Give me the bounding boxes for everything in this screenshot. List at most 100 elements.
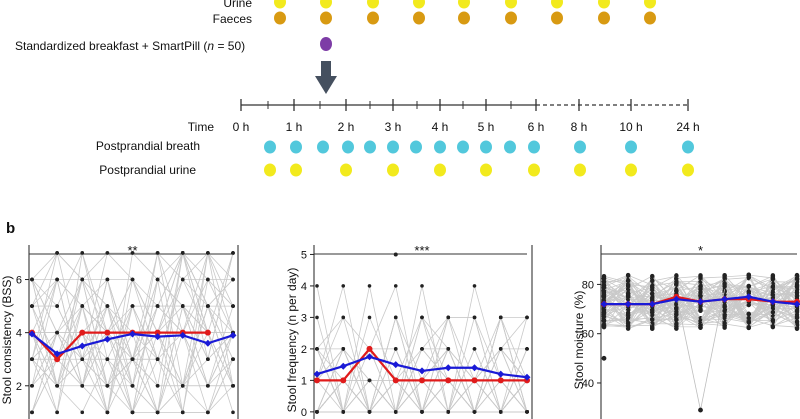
series-point-mean xyxy=(313,370,321,378)
subject-point xyxy=(80,277,85,282)
y-tick-label: 40 xyxy=(582,378,594,390)
urine-dot xyxy=(274,0,286,9)
subject-point xyxy=(625,326,631,331)
series-point-mean xyxy=(793,300,800,308)
series-line-median xyxy=(31,331,208,361)
subject-point xyxy=(55,410,59,415)
subject-point xyxy=(180,304,185,308)
subject-point xyxy=(393,252,398,257)
y-axis-label: Stool moisture (%) xyxy=(572,291,586,390)
series-point-median xyxy=(314,377,320,384)
series-point-median xyxy=(445,377,452,384)
individual-trajectories xyxy=(315,252,529,414)
subject-point xyxy=(650,273,655,279)
subject-point xyxy=(601,285,607,290)
significance-label: * xyxy=(698,243,703,258)
subject-point xyxy=(770,292,776,298)
subject-point xyxy=(650,291,655,296)
subject-point xyxy=(130,357,135,362)
postprandial-urine-dot xyxy=(480,163,492,177)
subject-point xyxy=(722,312,727,318)
subject-point xyxy=(367,410,372,414)
subject-point xyxy=(472,284,477,288)
subject-point xyxy=(674,321,679,327)
series-point-mean xyxy=(523,373,531,381)
subject-point xyxy=(650,308,655,313)
subject-point xyxy=(525,315,529,320)
subject-point xyxy=(105,383,110,388)
subject-point xyxy=(625,291,631,296)
subject-point xyxy=(206,251,210,255)
subject-point xyxy=(130,251,135,255)
row-label-urine: Urine xyxy=(223,0,252,10)
subject-point xyxy=(341,284,346,288)
urine-dot xyxy=(644,0,656,9)
faeces-dot xyxy=(458,11,470,25)
breath-dot xyxy=(682,140,694,154)
subject-point xyxy=(446,410,451,414)
subject-point xyxy=(674,317,679,322)
series-point-median xyxy=(79,329,86,336)
subject-point xyxy=(601,310,607,316)
down-arrow-icon xyxy=(315,61,337,94)
meal-label: Standardized breakfast + SmartPill (n = … xyxy=(15,39,245,53)
subject-point xyxy=(206,277,210,282)
sampling-dots-bottom xyxy=(264,140,694,177)
postprandial-urine-dot xyxy=(434,163,446,177)
subject-point xyxy=(650,317,655,323)
y-tick-label: 4 xyxy=(301,281,307,293)
series-point-mean xyxy=(444,364,452,372)
meal-label-n: n xyxy=(207,39,214,53)
series-mean xyxy=(28,330,237,358)
subject-point xyxy=(794,284,800,290)
subject-point xyxy=(55,277,59,282)
faeces-dot xyxy=(505,11,517,25)
subject-point xyxy=(341,410,346,414)
y-tick-label: 80 xyxy=(582,279,594,291)
subject-point xyxy=(367,378,372,383)
series-point-median xyxy=(340,377,347,384)
subject-point xyxy=(794,272,800,278)
subject-point xyxy=(794,276,800,281)
urine-dot xyxy=(505,0,517,9)
subject-point xyxy=(525,347,529,351)
subject-point xyxy=(420,315,424,320)
y-tick-label: 5 xyxy=(301,249,307,261)
breath-dot xyxy=(317,140,329,154)
row-label-postprandial-urine: Postprandial urine xyxy=(99,163,196,177)
significance-label: *** xyxy=(414,243,429,258)
subject-point xyxy=(420,284,424,288)
y-tick-label: 4 xyxy=(16,328,22,340)
breath-dot xyxy=(434,140,446,154)
faeces-dot xyxy=(644,11,656,25)
faeces-dot xyxy=(274,11,286,25)
urine-dot xyxy=(320,0,332,9)
subject-point xyxy=(130,304,135,308)
series-point-median xyxy=(419,377,425,384)
subject-point xyxy=(746,275,751,280)
subject-point xyxy=(722,304,727,310)
subject-point xyxy=(105,251,110,255)
subject-point xyxy=(155,251,160,255)
time-tick-label: 4 h xyxy=(432,120,449,134)
breath-dot xyxy=(410,140,422,154)
subject-point xyxy=(367,315,372,320)
series-median xyxy=(314,345,530,384)
subject-point xyxy=(420,410,424,414)
subject-point xyxy=(472,410,477,414)
subject-point xyxy=(601,355,607,361)
subject-point xyxy=(674,305,679,311)
subject-point xyxy=(601,279,607,284)
urine-dot xyxy=(598,0,610,9)
subject-point xyxy=(420,347,424,351)
subject-point xyxy=(130,410,135,415)
subject-point xyxy=(315,315,319,320)
breath-dot xyxy=(457,140,469,154)
y-tick-label: 60 xyxy=(582,329,594,341)
series-point-mean xyxy=(78,342,86,350)
breath-dot xyxy=(387,140,399,154)
series-point-mean xyxy=(697,298,704,306)
subject-point xyxy=(105,277,110,282)
